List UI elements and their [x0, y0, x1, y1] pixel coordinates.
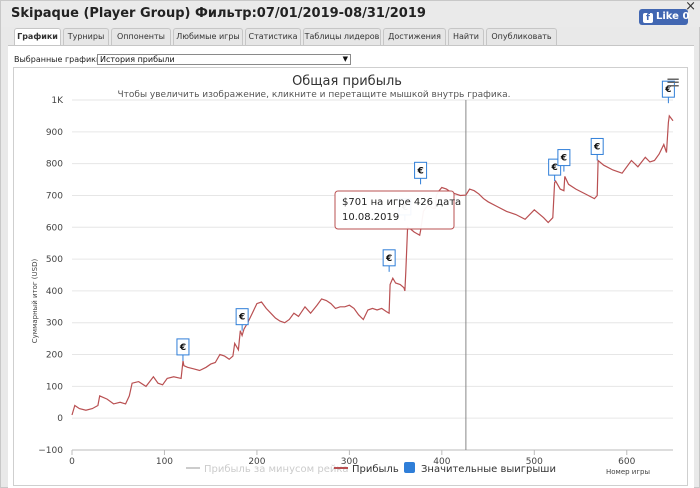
- y-tick-label: 300: [46, 319, 63, 329]
- big-win-marker: €: [414, 161, 428, 185]
- x-tick-label: 500: [526, 457, 543, 467]
- legend-item[interactable]: Значительные выигрыши: [404, 462, 556, 475]
- x-tick-label: 600: [618, 457, 635, 467]
- x-tick-label: 100: [156, 457, 173, 467]
- tab-achievements[interactable]: Достижения: [383, 28, 446, 45]
- big-win-marker-box: [661, 80, 675, 98]
- euro-icon: €: [238, 313, 245, 323]
- chart-container[interactable]: −100 0 100 200 300 400 500 600 700 800 900 1K 0 100 20…: [13, 67, 688, 486]
- y-tick-label: 100: [46, 382, 63, 392]
- series-line-profit[interactable]: [71, 114, 674, 416]
- legend-label: Значительные выигрыши: [421, 464, 556, 475]
- graphs-panel: Выбранные графики: История прибыли ▼ −10…: [8, 46, 694, 488]
- y-tick-label: 500: [46, 255, 63, 265]
- y-tick-label: 1K: [51, 96, 64, 106]
- x-tick-label: 400: [433, 457, 450, 467]
- euro-icon: €: [551, 163, 558, 173]
- legend-swatch: [404, 462, 415, 473]
- y-tick-label: 800: [46, 160, 63, 170]
- graph-selector-value: История прибыли: [100, 55, 175, 64]
- y-tick-label: −100: [38, 446, 63, 456]
- big-win-marker-box: [176, 338, 190, 356]
- facebook-like-label: Like 0: [656, 11, 690, 22]
- y-tick-label: 200: [46, 351, 63, 361]
- tab-graphs[interactable]: Графики: [14, 28, 61, 45]
- tooltip-line-2: 10.08.2019: [342, 212, 399, 223]
- euro-icon: €: [385, 254, 392, 264]
- big-win-marker-box: [382, 249, 396, 267]
- x-tick-label: 300: [341, 457, 358, 467]
- y-tick-label: 600: [46, 223, 63, 233]
- profit-chart[interactable]: −100 0 100 200 300 400 500 600 700 800 900 1K 0 100 20…: [14, 68, 687, 485]
- euro-icon: €: [593, 142, 600, 152]
- chart-title: Общая прибыль: [292, 74, 402, 89]
- tab-statistics[interactable]: Статистика: [245, 28, 301, 45]
- tab-opponents[interactable]: Оппоненты: [111, 28, 171, 45]
- chart-legend: Прибыль за минусом рейка Прибыль Значитель…: [186, 462, 556, 475]
- tab-divider: [8, 45, 694, 46]
- tab-publish[interactable]: Опубликовать: [486, 28, 557, 45]
- legend-label: Прибыль за минусом рейка: [204, 464, 349, 475]
- x-tick-label: 0: [69, 457, 75, 467]
- legend-label: Прибыль: [352, 464, 399, 475]
- big-win-marker: €: [235, 308, 249, 331]
- euro-icon: €: [664, 85, 671, 95]
- legend-item[interactable]: Прибыль за минусом рейка: [186, 464, 349, 475]
- x-tick-label: 200: [248, 457, 265, 467]
- big-win-marker-box: [590, 137, 604, 155]
- big-win-marker: €: [590, 137, 604, 161]
- tooltip-box: [334, 190, 455, 230]
- graph-selector-dropdown[interactable]: История прибыли ▼: [97, 54, 351, 65]
- big-win-marker: €: [661, 80, 675, 104]
- graph-selector-label: Выбранные графики:: [14, 55, 104, 64]
- tab-bar: Графики Турниры Оппоненты Любимые игры С…: [14, 28, 557, 45]
- chevron-down-icon: ▼: [342, 55, 348, 63]
- tab-tournaments[interactable]: Турниры: [63, 28, 109, 45]
- title-bar: Skipaque (Player Group) Фильтр:07/01/201…: [1, 0, 700, 27]
- big-win-marker-box: [557, 149, 571, 167]
- x-axis-label: Номер игры: [606, 468, 650, 476]
- y-tick-label: 400: [46, 287, 63, 297]
- y-tick-label: 700: [46, 191, 63, 201]
- chart-menu-icon[interactable]: ≡: [665, 72, 680, 93]
- y-tick-label: 900: [46, 128, 63, 138]
- chart-axes: −100 0 100 200 300 400 500 600 700 800 900 1K 0 100 20…: [38, 96, 673, 467]
- tab-search[interactable]: Найти: [448, 28, 484, 45]
- tooltip-line-1: $701 на игре 426 дата: [342, 197, 461, 208]
- chart-grid: [72, 99, 673, 451]
- euro-icon: €: [416, 166, 423, 176]
- big-win-marker: €: [557, 149, 571, 172]
- big-win-marker: €: [176, 338, 190, 361]
- euro-icon: €: [179, 343, 186, 353]
- window-title: Skipaque (Player Group) Фильтр:07/01/201…: [11, 6, 426, 21]
- close-icon[interactable]: ×: [685, 0, 696, 14]
- facebook-icon: f: [643, 13, 653, 23]
- tab-favorite-games[interactable]: Любимые игры: [173, 28, 243, 45]
- big-win-marker: €: [382, 249, 396, 272]
- big-win-marker-box: [414, 161, 428, 179]
- tab-leaderboards[interactable]: Таблицы лидеров: [303, 28, 381, 45]
- y-axis-label: Суммарный итог (USD): [31, 259, 39, 344]
- euro-icon: €: [560, 154, 567, 164]
- facebook-like-button[interactable]: f Like 0: [639, 9, 690, 25]
- chart-subtitle: Чтобы увеличить изображение, кликните и …: [117, 90, 510, 100]
- legend-item[interactable]: Прибыль: [334, 464, 399, 475]
- y-tick-label: 0: [57, 414, 63, 424]
- chart-tooltip: $701 на игре 426 дата 10.08.2019: [334, 190, 461, 230]
- big-win-marker-box: [235, 308, 249, 326]
